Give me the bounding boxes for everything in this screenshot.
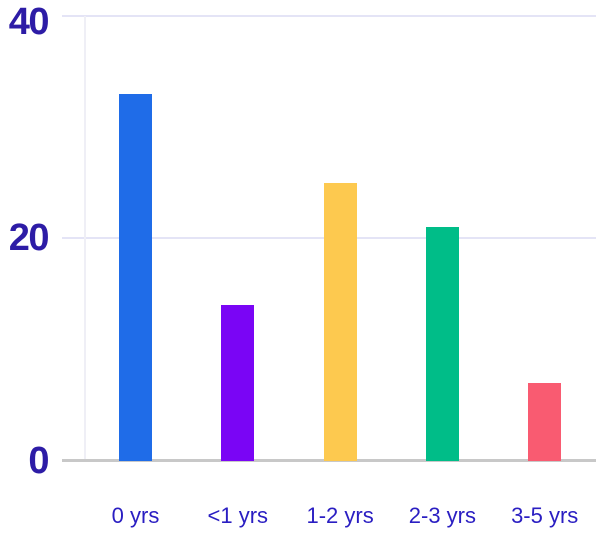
x-tick-label-2-3-yrs: 2-3 yrs bbox=[408, 503, 477, 528]
x-tick-label-1-2-yrs: 1-2 yrs bbox=[306, 503, 374, 528]
x-tick-label-1-yrs: <1 yrs bbox=[207, 503, 269, 528]
y-tick-label-20: 20 bbox=[8, 217, 50, 259]
bar-1-2-yrs[interactable] bbox=[323, 182, 357, 461]
bar-1-yrs[interactable] bbox=[221, 305, 255, 461]
bar-3-5-yrs[interactable] bbox=[528, 383, 562, 461]
bar-0-yrs[interactable] bbox=[119, 93, 152, 461]
y-tick-label-0: 0 bbox=[28, 440, 49, 482]
gridline-40 bbox=[62, 15, 596, 17]
x-tick-label-3-5-yrs: 3-5 yrs bbox=[511, 503, 579, 528]
y-axis-line bbox=[84, 16, 86, 460]
y-tick-label-40: 40 bbox=[8, 1, 50, 43]
bar-2-3-yrs[interactable] bbox=[425, 227, 459, 461]
x-tick-label-0-yrs: 0 yrs bbox=[111, 503, 160, 528]
